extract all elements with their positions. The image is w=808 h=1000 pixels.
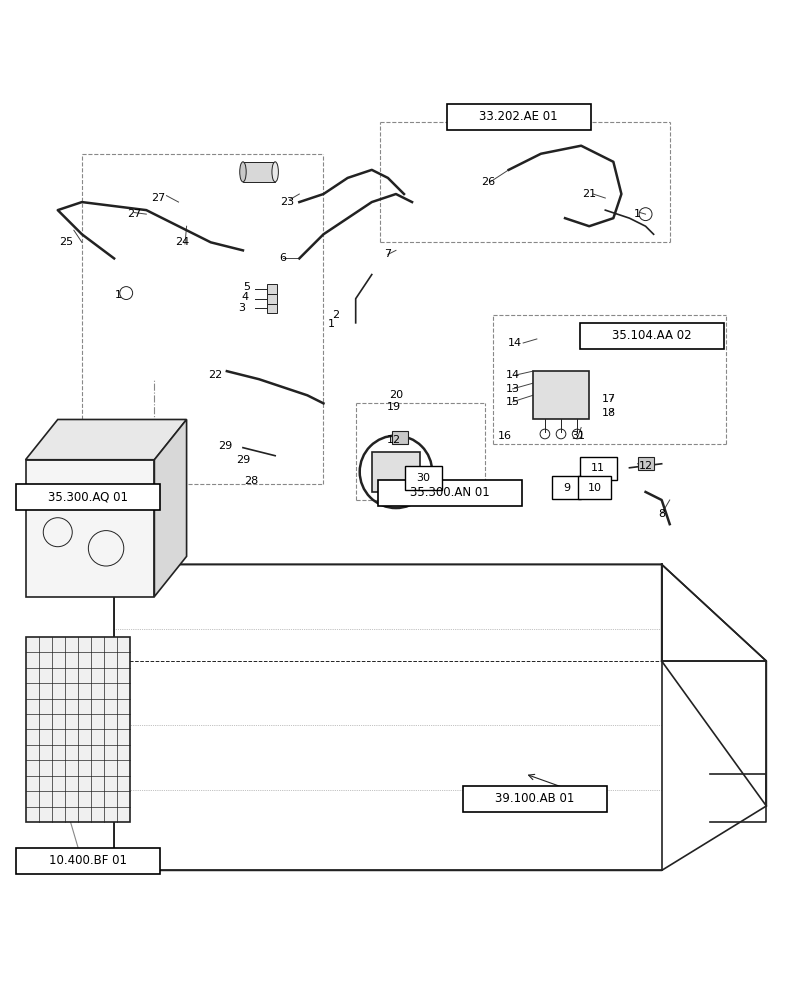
Bar (267, 284, 277, 294)
Text: 25: 25 (59, 237, 73, 247)
Text: 6: 6 (280, 253, 287, 263)
Bar (26, 460, 154, 597)
FancyBboxPatch shape (378, 480, 522, 506)
Text: 13: 13 (506, 384, 520, 394)
Text: 19: 19 (387, 402, 402, 412)
Text: 12: 12 (638, 461, 653, 471)
Bar (26, 637, 130, 822)
Text: 27: 27 (151, 193, 166, 203)
Text: 29: 29 (218, 441, 233, 451)
Text: 14: 14 (508, 338, 522, 348)
Text: 33.202.AE 01: 33.202.AE 01 (479, 110, 558, 123)
Ellipse shape (272, 162, 279, 182)
Polygon shape (26, 419, 187, 460)
Text: 16: 16 (498, 431, 511, 441)
Text: 22: 22 (208, 370, 222, 380)
FancyBboxPatch shape (552, 476, 581, 499)
Text: 35.300.AQ 01: 35.300.AQ 01 (48, 490, 128, 503)
FancyBboxPatch shape (16, 848, 160, 874)
Text: 4: 4 (241, 292, 248, 302)
Text: 1: 1 (115, 290, 122, 300)
Ellipse shape (240, 162, 246, 182)
Text: 2: 2 (332, 310, 339, 320)
Text: 29: 29 (236, 455, 250, 465)
Bar (532, 371, 589, 419)
Text: 23: 23 (280, 197, 294, 207)
FancyBboxPatch shape (463, 786, 607, 812)
Polygon shape (154, 419, 187, 597)
Text: 8: 8 (658, 509, 665, 519)
FancyBboxPatch shape (579, 323, 724, 349)
FancyBboxPatch shape (578, 476, 611, 499)
Text: 24: 24 (175, 237, 190, 247)
Text: 10.400.BF 01: 10.400.BF 01 (49, 854, 127, 867)
Text: 9: 9 (563, 483, 570, 493)
Text: 7: 7 (385, 249, 391, 259)
Bar (267, 294, 277, 304)
Text: 3: 3 (238, 303, 246, 313)
Text: 20: 20 (389, 390, 403, 400)
Text: 10: 10 (587, 483, 601, 493)
FancyBboxPatch shape (447, 104, 591, 130)
Text: 17: 17 (602, 394, 617, 404)
Text: 35.300.AN 01: 35.300.AN 01 (410, 486, 490, 499)
Text: 1: 1 (328, 319, 335, 329)
Text: 26: 26 (482, 177, 495, 187)
Text: 35.104.AA 02: 35.104.AA 02 (612, 329, 692, 342)
Text: 28: 28 (244, 476, 258, 486)
Text: 31: 31 (571, 431, 585, 441)
Text: 1: 1 (634, 209, 641, 219)
Text: 39.100.AB 01: 39.100.AB 01 (495, 792, 574, 805)
Text: 14: 14 (506, 370, 520, 380)
Bar (267, 304, 277, 313)
Bar (372, 452, 420, 492)
Bar (243, 162, 276, 182)
Bar (392, 431, 408, 444)
FancyBboxPatch shape (16, 484, 160, 510)
Text: 5: 5 (243, 282, 250, 292)
Text: 12: 12 (387, 435, 402, 445)
FancyBboxPatch shape (579, 457, 617, 480)
Text: 18: 18 (602, 408, 617, 418)
Text: 15: 15 (506, 397, 520, 407)
Text: 27: 27 (127, 209, 141, 219)
Bar (638, 457, 654, 470)
Text: 21: 21 (582, 189, 596, 199)
FancyBboxPatch shape (405, 466, 442, 490)
Text: 11: 11 (591, 463, 605, 473)
Text: 30: 30 (416, 473, 431, 483)
